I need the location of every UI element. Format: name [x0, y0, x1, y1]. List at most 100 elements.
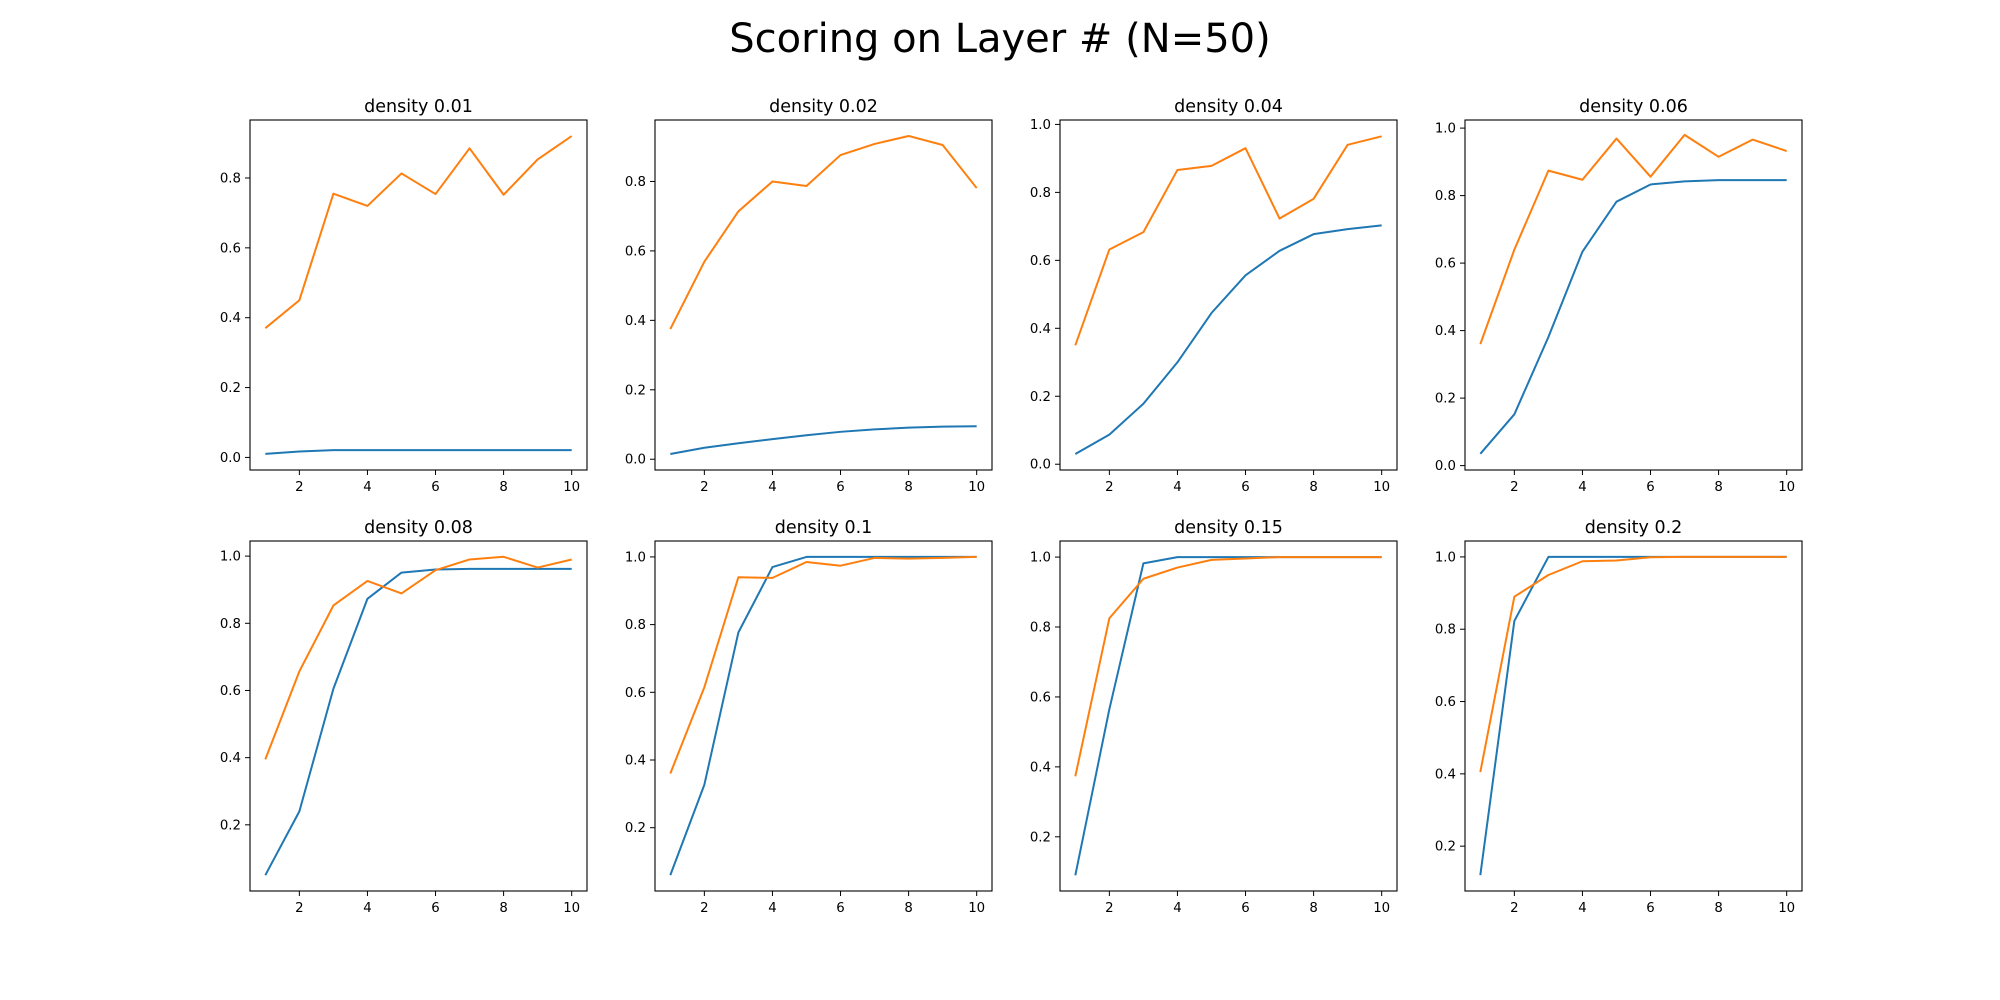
x-tick-label: 10 — [968, 901, 985, 916]
series-line-1 — [1074, 224, 1382, 455]
y-tick-label: 0.4 — [220, 311, 241, 326]
y-tick-label: 0.8 — [1435, 623, 1456, 638]
x-tick-label: 6 — [1646, 901, 1654, 916]
x-tick-label: 6 — [1241, 901, 1249, 916]
y-tick-label: 0.4 — [625, 754, 646, 769]
x-tick-label: 4 — [1578, 480, 1586, 495]
axes-frame — [1059, 119, 1398, 471]
y-tick-label: 0.0 — [1435, 459, 1456, 474]
series-line-1 — [669, 555, 977, 876]
x-tick-label: 4 — [768, 480, 776, 495]
axes-frame — [1059, 540, 1398, 892]
y-tick-label: 1.0 — [625, 550, 646, 565]
x-tick-label: 4 — [1578, 901, 1586, 916]
subplot-title: density 0.15 — [1174, 518, 1283, 538]
y-tick-label: 0.0 — [220, 451, 241, 466]
y-tick-label: 0.8 — [1030, 621, 1051, 636]
x-tick-label: 8 — [1309, 901, 1317, 916]
axes-frame — [1464, 540, 1803, 892]
y-tick-label: 1.0 — [1030, 551, 1051, 566]
subplot-5: density 0.08 2 4 6 8 10 0.2 0.4 0.6 0.8 1.0 — [220, 518, 588, 916]
y-tick-label: 0.0 — [1030, 458, 1051, 473]
y-tick-label: 0.2 — [1030, 830, 1051, 845]
x-tick-label: 10 — [968, 480, 985, 495]
x-tick-label: 8 — [499, 901, 507, 916]
y-tick-label: 1.0 — [1030, 118, 1051, 133]
series-line-1 — [670, 425, 977, 456]
x-tick-label: 6 — [836, 901, 844, 916]
x-tick-label: 4 — [363, 901, 371, 916]
subplot-title: density 0.2 — [1585, 518, 1683, 538]
axes-frame — [654, 540, 993, 892]
subplot-6: density 0.1 2 4 6 8 10 0.2 0.4 0.6 0.8 1.0 — [625, 518, 993, 916]
axes-frame — [1464, 119, 1803, 471]
y-tick-label: 1.0 — [1435, 550, 1456, 565]
x-tick-label: 4 — [1173, 480, 1181, 495]
x-tick-label: 8 — [499, 480, 507, 495]
y-tick-label: 0.2 — [625, 821, 646, 836]
x-tick-label: 4 — [1173, 901, 1181, 916]
x-tick-label: 6 — [836, 480, 844, 495]
y-tick-label: 0.4 — [1435, 324, 1456, 339]
series-line-1 — [1479, 179, 1787, 455]
series-line-2 — [1479, 555, 1787, 773]
y-tick-label: 0.6 — [220, 684, 241, 699]
series-line-2 — [1074, 556, 1382, 777]
x-tick-label: 2 — [1510, 901, 1518, 916]
x-tick-label: 6 — [431, 901, 439, 916]
y-tick-label: 1.0 — [220, 550, 241, 565]
y-tick-label: 0.8 — [1435, 189, 1456, 204]
x-tick-label: 2 — [700, 480, 708, 495]
x-tick-label: 10 — [1778, 901, 1795, 916]
y-tick-label: 0.6 — [625, 244, 646, 259]
x-tick-label: 2 — [1105, 901, 1113, 916]
axes-frame — [249, 119, 588, 471]
x-tick-label: 8 — [1309, 480, 1317, 495]
y-tick-label: 0.8 — [625, 618, 646, 633]
y-tick-label: 0.4 — [1030, 322, 1051, 337]
x-tick-label: 10 — [563, 480, 580, 495]
series-line-2 — [669, 555, 977, 774]
x-tick-label: 8 — [904, 480, 912, 495]
subplot-grid: density 0.012 4 6 8 100.00.20.40.60.8density… — [220, 97, 1803, 916]
series-line-1 — [265, 449, 572, 455]
x-tick-label: 2 — [295, 901, 303, 916]
x-tick-label: 2 — [1105, 480, 1113, 495]
subplot-7: density 0.15 2 4 6 8 10 0.2 0.4 0.6 0.8 1.0 — [1030, 518, 1398, 916]
y-tick-label: 0.6 — [1435, 257, 1456, 272]
subplot-title: density 0.08 — [364, 518, 473, 538]
x-tick-label: 6 — [1241, 480, 1249, 495]
x-tick-label: 2 — [295, 480, 303, 495]
y-tick-label: 0.6 — [1030, 254, 1051, 269]
x-tick-label: 10 — [563, 901, 580, 916]
y-tick-label: 0.2 — [1435, 392, 1456, 407]
y-tick-label: 0.4 — [625, 314, 646, 329]
series-line-2 — [1479, 133, 1787, 345]
x-tick-label: 10 — [1373, 480, 1390, 495]
axes-frame — [249, 540, 588, 892]
subplot-title: density 0.06 — [1579, 97, 1688, 117]
y-tick-label: 0.8 — [625, 175, 646, 190]
series-line-1 — [264, 567, 572, 876]
y-tick-label: 0.8 — [220, 617, 241, 632]
subplot-2: density 0.02 2 4 6 8 10 0.0 0.2 0.4 0.6 0.8 — [625, 97, 993, 495]
subplot-title: density 0.02 — [769, 97, 878, 117]
axes-frame — [654, 119, 993, 471]
y-tick-label: 0.8 — [220, 171, 241, 186]
y-tick-label: 0.2 — [220, 818, 241, 833]
y-tick-label: 0.8 — [1030, 186, 1051, 201]
y-tick-label: 0.6 — [625, 686, 646, 701]
subplot-title: density 0.1 — [775, 518, 873, 538]
x-tick-label: 2 — [700, 901, 708, 916]
series-line-2 — [669, 134, 978, 330]
y-tick-label: 0.4 — [1435, 767, 1456, 782]
subplot-4: density 0.06 2 4 6 8 10 0.0 0.2 0.4 0.6 0.8 1.0 — [1435, 97, 1803, 495]
x-tick-label: 4 — [768, 901, 776, 916]
x-tick-label: 10 — [1373, 901, 1390, 916]
series-line-2 — [1074, 135, 1382, 346]
y-tick-label: 0.0 — [625, 453, 646, 468]
x-tick-label: 4 — [363, 480, 371, 495]
subplot-title: density 0.04 — [1174, 97, 1283, 117]
x-tick-label: 10 — [1778, 480, 1795, 495]
